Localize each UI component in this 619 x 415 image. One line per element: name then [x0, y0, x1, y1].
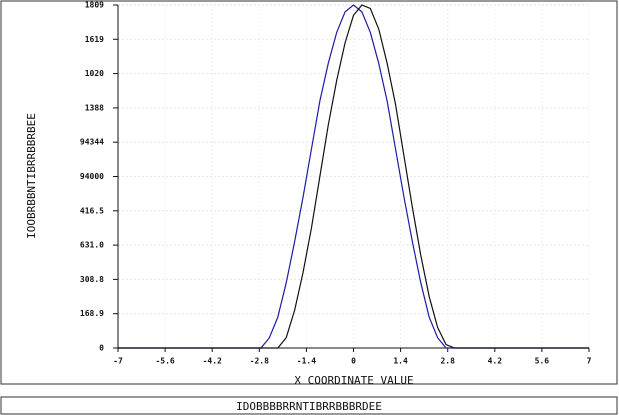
y-tick-label: 168.9 [80, 309, 104, 318]
x-tick-label: -5.6 [155, 357, 174, 366]
x-tick-label: 5.6 [535, 357, 550, 366]
y-tick-label: 416.5 [80, 206, 104, 215]
y-tick-label: 94344 [80, 138, 104, 147]
y-tick-label: 1809 [85, 1, 104, 10]
frame [0, 0, 618, 385]
x-tick-label: 0 [351, 357, 356, 366]
footer-frame [0, 396, 618, 415]
y-tick-label: 1020 [85, 69, 104, 78]
x-tick-label: 4.2 [488, 357, 503, 366]
x-tick-label: 7 [587, 357, 592, 366]
x-tick-label: 2.8 [440, 357, 455, 366]
y-tick-label: 1619 [85, 35, 104, 44]
y-tick-label: 94000 [80, 172, 104, 181]
series-line [118, 4, 589, 349]
y-tick-label: 308.8 [80, 275, 104, 284]
y-tick-label: 0 [99, 344, 104, 353]
x-tick-label: -2.8 [250, 357, 269, 366]
x-tick-label: -1.4 [297, 357, 316, 366]
footer-text: IDOBBBBRRNTIBRRBBBRDEE [236, 400, 382, 413]
x-tick-label: -4.2 [203, 357, 222, 366]
x-axis-label: X COORDINATE VALUE [294, 374, 413, 387]
y-tick-label: 631.0 [80, 241, 104, 250]
y-axis-label: IOOBRBBNTIBRRBBRBEE [25, 113, 38, 239]
y-tick-label: 1388 [85, 103, 104, 112]
x-tick-label: -7 [113, 357, 123, 366]
x-tick-label: 1.4 [393, 357, 408, 366]
series-line [118, 4, 589, 349]
